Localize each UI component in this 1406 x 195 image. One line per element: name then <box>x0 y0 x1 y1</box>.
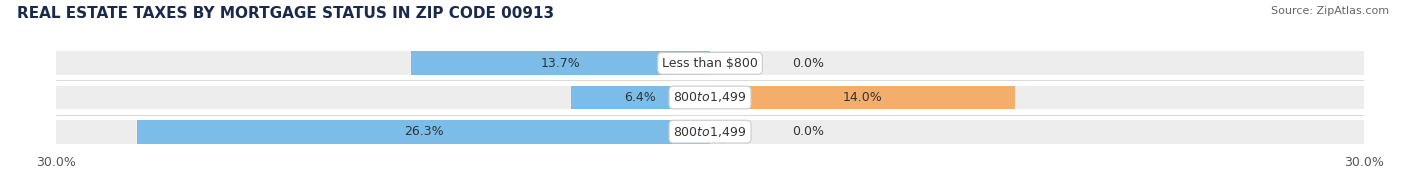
Bar <box>710 86 1364 109</box>
Text: 0.0%: 0.0% <box>792 57 824 70</box>
Text: $800 to $1,499: $800 to $1,499 <box>673 90 747 105</box>
Bar <box>136 120 710 144</box>
Text: Less than $800: Less than $800 <box>662 57 758 70</box>
Bar <box>710 51 1364 75</box>
Bar <box>56 51 710 75</box>
Bar <box>710 120 1364 144</box>
Text: REAL ESTATE TAXES BY MORTGAGE STATUS IN ZIP CODE 00913: REAL ESTATE TAXES BY MORTGAGE STATUS IN … <box>17 6 554 21</box>
Text: Source: ZipAtlas.com: Source: ZipAtlas.com <box>1271 6 1389 16</box>
Text: 0.0%: 0.0% <box>792 125 824 138</box>
Text: 26.3%: 26.3% <box>404 125 443 138</box>
Bar <box>56 120 710 144</box>
Bar <box>412 51 710 75</box>
Text: $800 to $1,499: $800 to $1,499 <box>673 125 747 139</box>
Bar <box>710 86 1015 109</box>
Bar <box>56 86 710 109</box>
Text: 13.7%: 13.7% <box>541 57 581 70</box>
Text: 14.0%: 14.0% <box>842 91 883 104</box>
Text: 6.4%: 6.4% <box>624 91 657 104</box>
Bar <box>571 86 710 109</box>
